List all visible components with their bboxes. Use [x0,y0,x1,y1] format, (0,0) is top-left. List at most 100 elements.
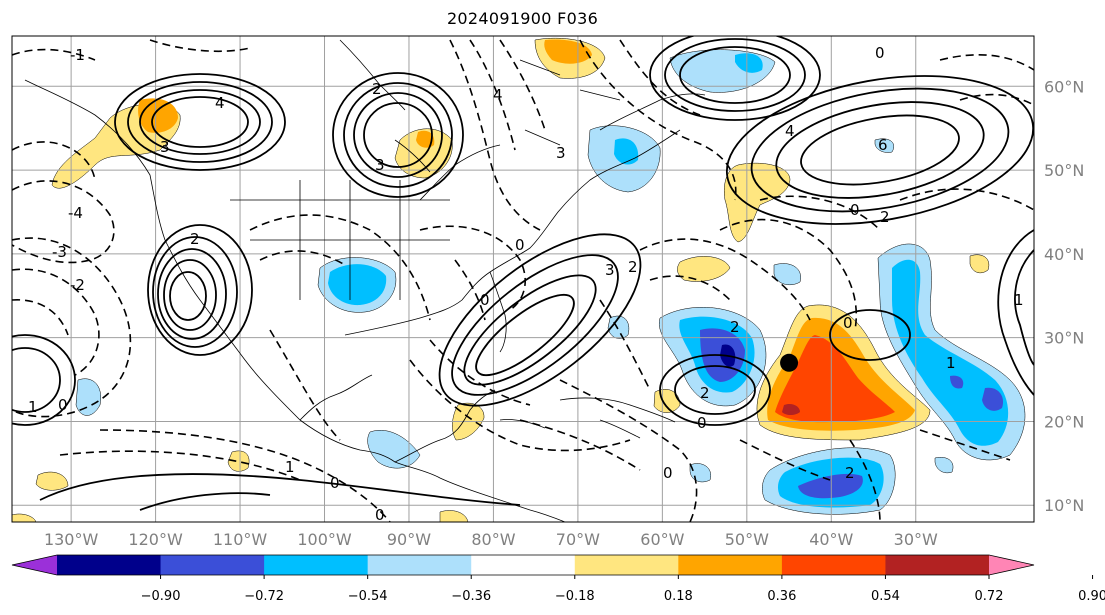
contour-label: 3 [160,138,170,156]
longitude-tick-label: 130°W [44,530,99,549]
positive-anomaly-area [724,162,791,243]
negative-anomaly-area [934,457,954,474]
positive-anomaly-area [775,335,895,423]
contour-label: 2 [880,208,890,226]
contour-label: 0 [875,44,885,62]
colorbar-swatch [678,555,783,575]
contour-label: 0 [850,201,860,219]
contour-label: 1 [285,458,295,476]
colorbar-swatch [57,555,162,575]
contour-label: 2 [730,318,740,336]
colorbar-swatch [160,555,265,575]
contour-label: -2 [70,276,85,294]
positive-anomaly-area [12,513,37,522]
contour-label: 1 [1014,291,1024,309]
colorbar: −0.90 −0.72 −0.54 −0.36 −0.18 0.18 0.36 0.54 0.7… [11,554,1105,604]
contour-label: 6 [878,136,888,154]
contour-layer [12,36,1034,522]
negative-anomaly-area [892,259,1009,446]
negative-anomaly-area [689,463,712,483]
colorbar-swatch [781,555,886,575]
negative-anomaly-area [950,375,964,389]
contour-label: 2 [190,230,200,248]
negative-anomaly-area [614,138,639,165]
location-marker [780,353,799,372]
latitude-tick-label: 60°N [1044,77,1084,96]
longitude-tick-label: 40°W [809,530,853,549]
colorbar-tick-label: −0.90 [141,589,181,604]
longitude-labels: 130°W 120°W 110°W 100°W 90°W 80°W 70°W 60°W 50°W… [44,530,938,549]
contour-labels: 4 6 4 4 3 2 0 0 0 0 0 0 0 0 0 0 1 1 1 1 … [28,44,1024,524]
contour-label: 0 [375,506,385,524]
contour-label: 4 [215,94,225,112]
contour-label: 0 [330,474,340,492]
contour-label: 0 [480,291,490,309]
negative-anomaly-area [798,473,863,499]
colorbar-swatch [574,555,679,575]
latitude-labels: 10°N 20°N 30°N 40°N 50°N 60°N [1044,77,1084,515]
contour-label: 3 [605,261,615,279]
longitude-tick-label: 120°W [128,530,183,549]
longitude-tick-label: 80°W [471,530,515,549]
latitude-tick-label: 50°N [1044,161,1084,180]
negative-anomaly-area [75,378,102,416]
positive-anomaly-area [416,130,435,148]
negative-anomaly-area [773,263,801,285]
colorbar-tick-label: −0.54 [348,589,388,604]
contour-label: 0 [697,414,707,432]
contour-label: 0 [663,464,673,482]
colorbar-tick-label: −0.18 [555,589,595,604]
contour-label: 4 [785,122,795,140]
longitude-tick-label: 110°W [213,530,268,549]
contour-label: 0 [843,314,853,332]
contour-label: 3 [375,156,385,174]
positive-anomaly-area [35,471,69,491]
positive-anomaly-area [544,39,592,64]
latitude-tick-label: 40°N [1044,245,1084,264]
contour-label: 0 [58,396,68,414]
contour-label: 3 [556,144,566,162]
colorbar-extend-low [12,555,57,575]
contour-label: 2 [700,384,710,402]
positive-anomaly-area [227,450,250,472]
contour-label: 2 [372,80,382,98]
positive-contours [12,36,1034,511]
negative-contours [12,39,1034,522]
positive-anomaly-area [969,254,990,274]
contour-label: 1 [28,398,38,416]
contour-label: 1 [946,354,956,372]
colorbar-tick-label: 0.72 [975,589,1004,604]
colorbar-swatch [367,555,472,575]
colorbar-swatch [885,555,990,575]
contour-label: -3 [52,243,67,261]
contour-label: 2 [845,464,855,482]
contour-label: 2 [628,258,638,276]
colorbar-swatch [471,555,576,575]
colorbar-tick-label: 0.90 [1078,589,1105,604]
latitude-tick-label: 20°N [1044,412,1084,431]
negative-anomaly-area [735,53,763,73]
colorbar-tick-label: 0.54 [871,589,900,604]
longitude-tick-label: 70°W [556,530,600,549]
contour-label: 4 [493,86,503,104]
plot-frame [11,35,1035,523]
positive-anomaly-area [782,403,800,415]
colorbar-tick-label: 0.18 [664,589,693,604]
negative-anomaly-area [367,430,421,469]
contour-label: -1 [70,46,85,64]
colorbar-extend-high [989,555,1034,575]
contour-label: -4 [68,204,83,222]
colorbar-tick-label: −0.72 [244,589,284,604]
shaded-anomaly-layer [12,37,1026,522]
colorbar-tick-label: 0.36 [767,589,796,604]
longitude-tick-label: 50°W [725,530,769,549]
negative-anomaly-area [982,387,1004,411]
positive-anomaly-area [677,256,731,282]
longitude-tick-label: 100°W [297,530,352,549]
colorbar-swatch [264,555,369,575]
latitude-tick-label: 10°N [1044,496,1084,515]
colorbar-outline [11,554,1035,576]
contour-label: 0 [515,236,525,254]
longitude-tick-label: 60°W [640,530,684,549]
